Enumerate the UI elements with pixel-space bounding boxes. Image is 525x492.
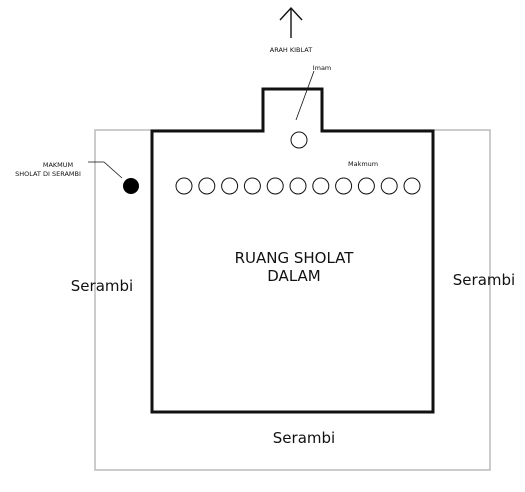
inner-room-label-line2: DALAM [267, 267, 320, 285]
makmum-position [266, 177, 284, 195]
porch-worshipper-position [123, 178, 139, 194]
makmum-position [289, 177, 307, 195]
makmum-serambi-leader-line [88, 161, 123, 179]
makmum-position [243, 177, 261, 195]
makmum-position [175, 177, 193, 195]
inner-prayer-room-wall [150, 87, 435, 414]
makmum-position [403, 177, 421, 195]
porch-label-right: Serambi [453, 271, 515, 289]
inner-room-label-line1: RUANG SHOLAT [235, 249, 355, 267]
imam-leader-line [295, 70, 315, 121]
porch-label-left: Serambi [71, 277, 133, 295]
makmum-position [380, 177, 398, 195]
imam-position [290, 131, 308, 149]
makmum-position [198, 177, 216, 195]
makmum-position [221, 177, 239, 195]
makmum-position [312, 177, 330, 195]
makmum-label: Makmum [348, 160, 378, 168]
makmum-serambi-label-line2: SHOLAT DI SERAMBI [15, 170, 81, 178]
imam-label: Imam [313, 64, 332, 72]
makmum-position [357, 177, 375, 195]
makmum-serambi-label-line1: MAKMUM [43, 161, 73, 169]
porch-label-bottom: Serambi [273, 429, 335, 447]
makmum-row [175, 177, 421, 195]
qibla-arrow-icon [279, 6, 303, 38]
makmum-position [335, 177, 353, 195]
qibla-direction-label: ARAH KIBLAT [270, 46, 312, 54]
